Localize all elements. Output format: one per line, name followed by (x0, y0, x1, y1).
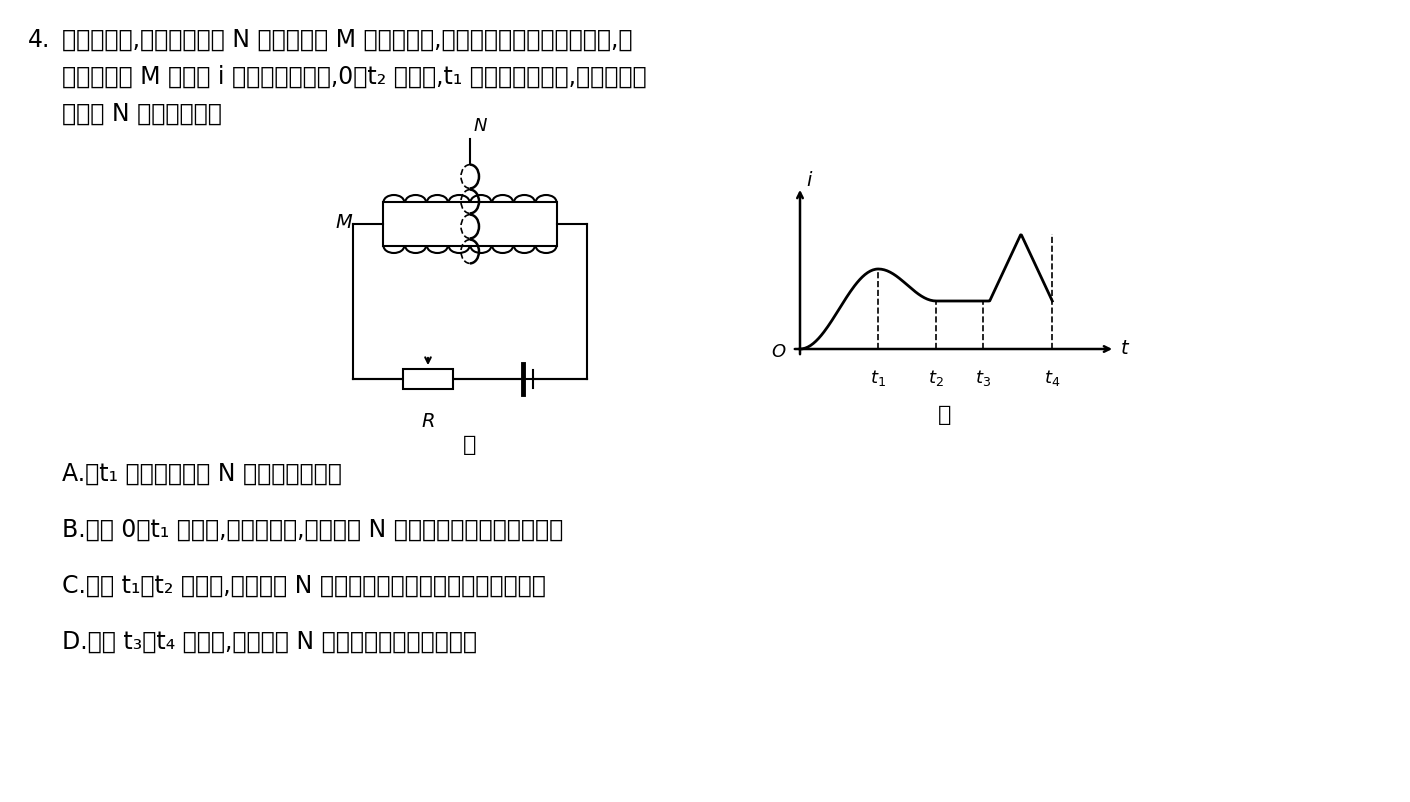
Text: 如图甲所示,闭合金属线圈 N 套在螺线管 M 正中间位置,通过改变滑动变阔器的阔値,使: 如图甲所示,闭合金属线圈 N 套在螺线管 M 正中间位置,通过改变滑动变阔器的阔… (62, 28, 633, 52)
Text: $M$: $M$ (336, 213, 354, 231)
Text: 乙: 乙 (938, 404, 952, 424)
Text: B.　在 0～t₁ 时间内,从右向左看,金属线圈 N 中有顺时针方向的感应电流: B. 在 0～t₁ 时间内,从右向左看,金属线圈 N 中有顺时针方向的感应电流 (62, 517, 563, 541)
Text: $O$: $O$ (770, 342, 785, 361)
Bar (403, 370, 453, 390)
Text: A.　t₁ 时刻金属线圈 N 中没有感应电流: A. t₁ 时刻金属线圈 N 中没有感应电流 (62, 461, 341, 485)
Text: C.　在 t₁～t₂ 时间内,金属线圈 N 中的感应电流先减小后为一定値不变: C. 在 t₁～t₂ 时间内,金属线圈 N 中的感应电流先减小后为一定値不变 (62, 573, 546, 597)
Text: $t_1$: $t_1$ (870, 367, 887, 387)
Text: $t_2$: $t_2$ (928, 367, 945, 387)
Text: $R$: $R$ (422, 411, 434, 431)
Text: $t$: $t$ (1120, 339, 1131, 358)
Text: 4.: 4. (28, 28, 51, 52)
Text: 甲: 甲 (464, 435, 477, 455)
Text: 属线圈 N 保持静止。则: 属线圈 N 保持静止。则 (62, 102, 221, 126)
Text: D.　在 t₃～t₄ 时间内,金属线圈 N 中的感应电流为恒定电流: D. 在 t₃～t₄ 时间内,金属线圈 N 中的感应电流为恒定电流 (62, 630, 477, 653)
Text: $i$: $i$ (807, 171, 814, 190)
Text: $N$: $N$ (472, 117, 488, 135)
Bar (384, 203, 557, 247)
Text: 流过螺线管 M 的电流 i 按图乙规律变化,0～t₂ 时间内,t₁ 时刻的电流最大,整个过程金: 流过螺线管 M 的电流 i 按图乙规律变化,0～t₂ 时间内,t₁ 时刻的电流最… (62, 65, 647, 89)
Text: $t_3$: $t_3$ (974, 367, 991, 387)
Text: $t_4$: $t_4$ (1045, 367, 1060, 387)
